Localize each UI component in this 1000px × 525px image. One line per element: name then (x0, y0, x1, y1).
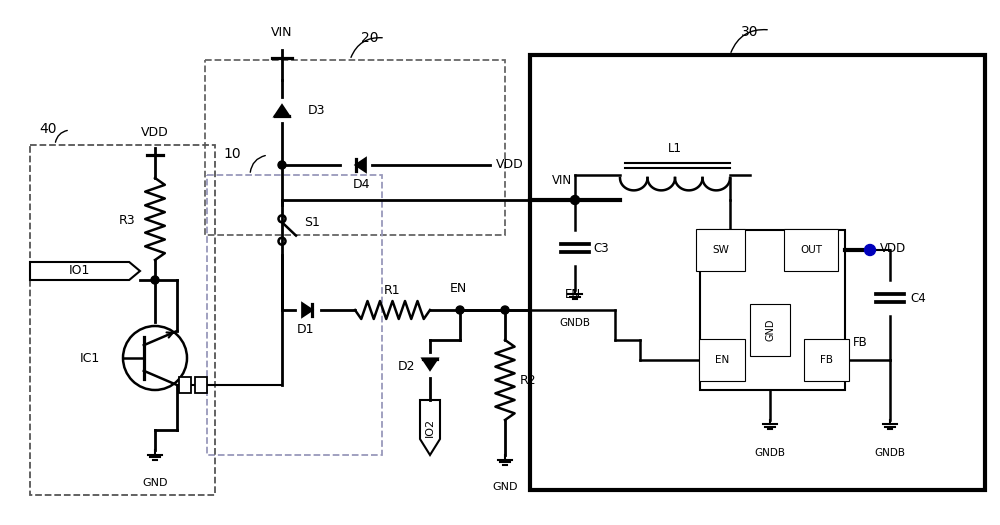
Text: GND: GND (765, 319, 775, 341)
Polygon shape (356, 159, 366, 171)
Text: R1: R1 (384, 284, 400, 297)
Text: 30: 30 (741, 25, 759, 39)
Text: GND: GND (492, 482, 518, 492)
Text: C3: C3 (593, 242, 609, 255)
Text: 10: 10 (223, 147, 241, 161)
Text: FB: FB (820, 355, 833, 365)
Polygon shape (423, 359, 437, 370)
Polygon shape (275, 106, 289, 117)
Text: FB: FB (853, 336, 867, 349)
Text: IO1: IO1 (69, 265, 90, 278)
Text: VIN: VIN (271, 26, 293, 38)
Text: D3: D3 (308, 103, 326, 117)
Circle shape (864, 245, 876, 256)
Text: D4: D4 (353, 178, 371, 191)
Text: VDD: VDD (141, 127, 169, 140)
Text: GNDB: GNDB (874, 448, 906, 458)
Circle shape (570, 195, 580, 205)
Text: EN: EN (565, 288, 581, 301)
Text: GNDB: GNDB (560, 318, 590, 328)
Text: D2: D2 (398, 361, 415, 373)
Circle shape (151, 276, 159, 284)
FancyBboxPatch shape (179, 377, 191, 393)
Text: IC1: IC1 (80, 352, 100, 364)
Text: 20: 20 (361, 31, 379, 45)
Circle shape (278, 161, 286, 169)
Text: L1: L1 (668, 142, 682, 155)
Text: S1: S1 (304, 215, 320, 228)
Text: 40: 40 (39, 122, 57, 136)
Text: VDD: VDD (496, 159, 524, 172)
FancyBboxPatch shape (195, 377, 207, 393)
Text: EN: EN (715, 355, 729, 365)
Circle shape (456, 306, 464, 314)
Text: SW: SW (712, 245, 729, 255)
Circle shape (501, 306, 509, 314)
Text: IO2: IO2 (425, 418, 435, 437)
Polygon shape (302, 303, 312, 317)
Text: VDD: VDD (880, 242, 906, 255)
Text: EN: EN (449, 282, 467, 295)
Text: D1: D1 (296, 323, 314, 336)
Text: R3: R3 (118, 214, 135, 226)
Text: GNDB: GNDB (755, 448, 786, 458)
Text: OUT: OUT (800, 245, 822, 255)
FancyBboxPatch shape (700, 230, 845, 390)
Text: R2: R2 (520, 373, 537, 386)
Text: GND: GND (142, 478, 168, 488)
Text: C4: C4 (910, 291, 926, 304)
Text: VIN: VIN (552, 173, 572, 186)
FancyBboxPatch shape (530, 55, 985, 490)
